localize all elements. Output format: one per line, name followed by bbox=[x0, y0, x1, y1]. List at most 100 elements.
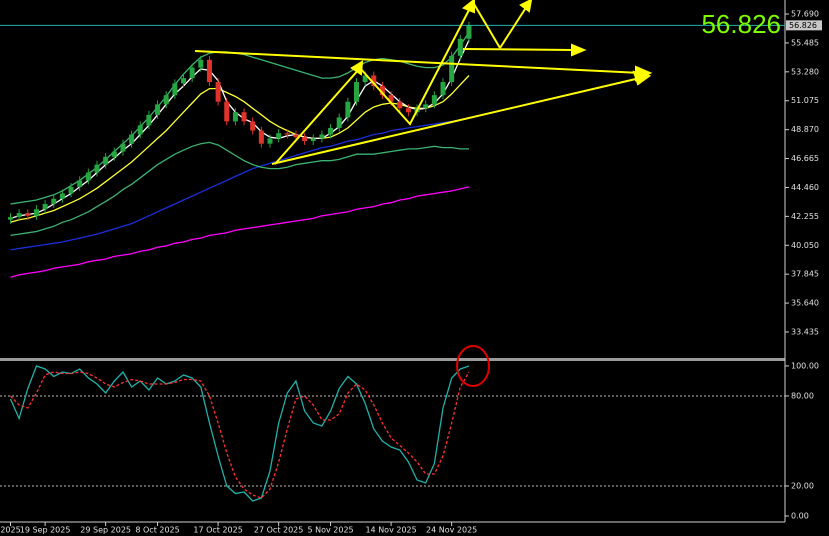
candle-body bbox=[16, 213, 22, 218]
candle-body bbox=[33, 209, 39, 216]
arrow-head bbox=[571, 43, 587, 57]
candle-body bbox=[328, 127, 334, 135]
x-tick-label: 24 Nov 2025 bbox=[426, 526, 477, 535]
arrow-line bbox=[473, 3, 501, 49]
candle-body bbox=[59, 193, 65, 199]
y-tick-label: 20.00 bbox=[791, 481, 814, 490]
candle-body bbox=[371, 75, 377, 86]
candle-body bbox=[379, 85, 385, 96]
candle-body bbox=[302, 137, 308, 142]
plot: 57.690 55.485 53.280 51.075 48.870 46.665 44.4… bbox=[0, 9, 822, 526]
y-tick-label: 40.050 bbox=[791, 241, 819, 250]
y-tick-label: 57.690 bbox=[791, 10, 819, 19]
y-tick-label: 53.280 bbox=[791, 67, 819, 76]
candle-body bbox=[345, 101, 351, 118]
y-tick-label: 37.845 bbox=[791, 270, 819, 279]
arrow-head bbox=[350, 60, 364, 76]
arrow-line bbox=[194, 50, 641, 74]
candle-body bbox=[276, 133, 282, 139]
candle-body bbox=[206, 59, 212, 83]
candle-body bbox=[431, 95, 437, 105]
candle-body bbox=[85, 172, 91, 181]
candle-body bbox=[457, 38, 463, 56]
y-tick-label: 80.00 bbox=[791, 391, 814, 400]
candle-body bbox=[163, 95, 169, 105]
y-tick-label: 51.075 bbox=[791, 96, 819, 105]
x-tick-label: 29 Sep 2025 bbox=[80, 526, 131, 535]
y-tick-label: 33.435 bbox=[791, 327, 819, 336]
y-tick-label: 46.665 bbox=[791, 154, 819, 163]
candle-body bbox=[198, 59, 204, 68]
candle-body bbox=[310, 138, 316, 142]
arrow-line bbox=[274, 67, 361, 165]
indicator-line bbox=[10, 371, 470, 499]
candle-body bbox=[405, 108, 411, 113]
y-tick-label: 42.255 bbox=[791, 212, 819, 221]
candle-body bbox=[258, 130, 264, 144]
last-price-box bbox=[786, 20, 822, 31]
arrow-line bbox=[462, 48, 575, 51]
candle-body bbox=[155, 104, 161, 115]
candle-body bbox=[336, 117, 342, 128]
arrow-line bbox=[499, 5, 528, 49]
x-tick-label: 8 Oct 2025 bbox=[135, 526, 179, 535]
highlight-circle bbox=[456, 345, 490, 387]
candle-body bbox=[8, 217, 13, 220]
candle-body bbox=[423, 104, 429, 109]
candle-body bbox=[68, 186, 74, 194]
candle-body bbox=[440, 82, 446, 96]
candle-body bbox=[103, 156, 109, 165]
candle-body bbox=[388, 95, 394, 102]
candle-body bbox=[397, 101, 403, 109]
candle-body bbox=[181, 78, 186, 84]
x-tick-label: 2025 bbox=[0, 526, 20, 535]
candle-body bbox=[319, 134, 325, 139]
x-tick-label: 19 Sep 2025 bbox=[20, 526, 71, 535]
indicator-line bbox=[10, 116, 470, 251]
candle-body bbox=[94, 164, 100, 173]
candle-body bbox=[42, 203, 48, 210]
candle-body bbox=[77, 180, 83, 187]
indicator-line bbox=[10, 186, 470, 279]
candle-body bbox=[146, 114, 152, 126]
candle-body bbox=[293, 134, 299, 138]
candle-body bbox=[354, 82, 359, 102]
indicator-line bbox=[10, 141, 469, 237]
last-price-label: 56.826 bbox=[789, 21, 817, 30]
y-tick-label: 44.460 bbox=[791, 183, 819, 192]
y-tick-label: 100.00 bbox=[791, 361, 819, 370]
candle-body bbox=[111, 151, 117, 157]
candle-body bbox=[224, 101, 230, 122]
y-tick-label: 35.640 bbox=[791, 299, 819, 308]
candle-body bbox=[129, 134, 135, 144]
y-tick-label: 48.870 bbox=[791, 125, 819, 134]
candle-body bbox=[241, 112, 247, 122]
panel-separator bbox=[0, 358, 785, 361]
x-tick-label: 27 Oct 2025 bbox=[254, 526, 303, 535]
candle-body bbox=[137, 125, 143, 135]
candle-body bbox=[172, 83, 178, 96]
candle-body bbox=[250, 121, 256, 131]
x-tick-label: 17 Oct 2025 bbox=[193, 526, 242, 535]
arrow-line bbox=[271, 77, 641, 165]
candle-body bbox=[232, 112, 238, 122]
indicator-line bbox=[9, 365, 470, 502]
big-price: 56.826 bbox=[701, 9, 781, 39]
candle-body bbox=[362, 75, 368, 83]
candle-body bbox=[215, 82, 221, 102]
arrow-head bbox=[462, 0, 475, 14]
arrow-line bbox=[359, 7, 471, 126]
candle-body bbox=[449, 55, 455, 83]
arrow-head bbox=[519, 0, 533, 13]
arrow-head bbox=[632, 70, 652, 86]
candle-body bbox=[267, 138, 273, 144]
candle-body bbox=[466, 25, 472, 39]
annotation-arrows bbox=[194, 0, 653, 165]
candle-body bbox=[25, 213, 31, 216]
x-tick-label: 5 Nov 2025 bbox=[307, 526, 353, 535]
candle-body bbox=[189, 67, 195, 79]
y-tick-label: 0.00 bbox=[791, 511, 809, 520]
y-tick-label: 55.485 bbox=[791, 38, 819, 47]
candle-body bbox=[51, 198, 57, 204]
